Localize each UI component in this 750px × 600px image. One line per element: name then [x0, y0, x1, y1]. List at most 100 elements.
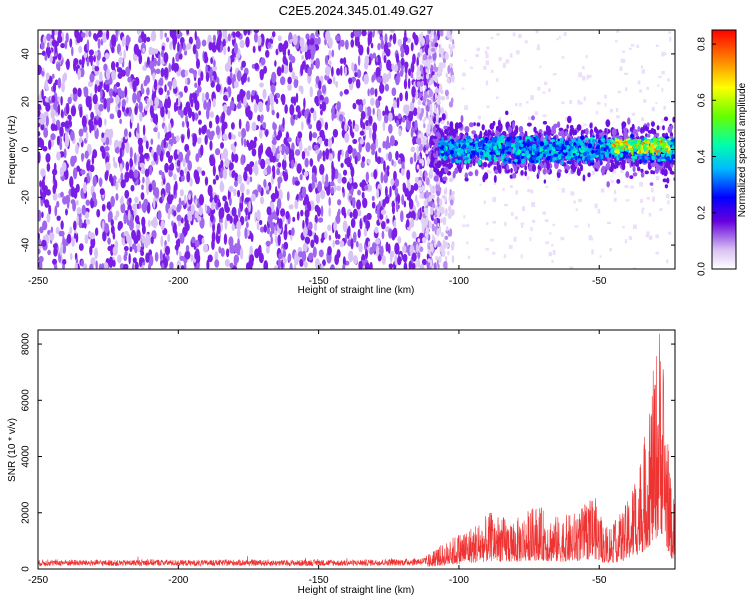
heatmap-cell: [424, 170, 427, 179]
heatmap-cell: [476, 122, 481, 127]
heatmap-cell: [246, 90, 251, 101]
heatmap-cell: [161, 171, 165, 180]
heatmap-cell: [139, 162, 145, 168]
heatmap-cell: [427, 30, 430, 35]
heatmap-cell: [203, 99, 208, 110]
heatmap-cell: [590, 238, 594, 241]
heatmap-cell: [487, 163, 491, 168]
heatmap-cell: [146, 56, 150, 66]
heatmap-cell: [227, 76, 232, 86]
heatmap-cell: [138, 101, 143, 113]
heatmap-cell: [301, 186, 307, 195]
heatmap-cell: [76, 36, 81, 44]
heatmap-cell: [342, 220, 348, 233]
heatmap-cell: [311, 172, 316, 184]
heatmap-cell: [485, 80, 489, 86]
heatmap-cell: [419, 34, 422, 41]
heatmap-cell: [328, 153, 334, 162]
heatmap-cell: [132, 262, 135, 269]
heatmap-cell: [389, 252, 393, 264]
heatmap-cell: [473, 133, 478, 139]
heatmap-cell: [222, 104, 228, 113]
heatmap-cell: [156, 60, 161, 67]
heatmap-cell: [281, 158, 287, 171]
heatmap-cell: [146, 97, 150, 109]
heatmap-cell: [419, 192, 423, 200]
heatmap-cell: [38, 131, 41, 137]
heatmap-cell: [444, 235, 449, 241]
heatmap-cell: [436, 94, 441, 102]
heatmap-cell: [513, 165, 518, 173]
heatmap-cell: [412, 107, 418, 117]
heatmap-cell: [372, 108, 375, 115]
heatmap-cell: [173, 210, 177, 217]
heatmap-cell: [90, 257, 96, 266]
heatmap-cell: [351, 62, 355, 72]
heatmap-cell: [646, 86, 650, 91]
heatmap-cell: [610, 162, 615, 170]
heatmap-cell: [248, 144, 251, 151]
heatmap-cell: [253, 30, 260, 34]
heatmap-cell: [229, 262, 234, 269]
heatmap-cell: [120, 179, 126, 189]
heatmap-cell: [145, 252, 150, 263]
heatmap-cell: [516, 50, 520, 55]
heatmap-cell: [232, 31, 236, 38]
heatmap-cell: [60, 109, 64, 118]
heatmap-cell: [448, 205, 452, 213]
heatmap-cell: [159, 30, 164, 40]
heatmap-cell: [139, 153, 145, 165]
heatmap-cell: [352, 196, 356, 209]
heatmap-cell: [60, 95, 63, 106]
heatmap-cell: [283, 154, 287, 161]
heatmap-cell: [451, 74, 455, 83]
heatmap-cell: [73, 232, 77, 239]
heatmap-cell: [482, 161, 488, 168]
heatmap-cell: [231, 151, 235, 163]
heatmap-cell: [445, 226, 449, 232]
heatmap-cell: [209, 190, 213, 203]
heatmap-cell: [587, 172, 591, 178]
heatmap-cell: [204, 134, 208, 145]
heatmap-cell: [295, 105, 301, 113]
heatmap-cell: [422, 227, 425, 234]
heatmap-cell: [277, 189, 283, 201]
heatmap-cell: [369, 87, 375, 96]
heatmap-cell: [361, 191, 365, 199]
heatmap-cell: [368, 36, 372, 43]
heatmap-cell: [296, 163, 302, 174]
heatmap-cell: [380, 221, 386, 230]
heatmap-cell: [69, 38, 73, 48]
heatmap-cell: [53, 247, 58, 257]
heatmap-cell: [648, 235, 653, 240]
heatmap-cell: [332, 75, 336, 85]
heatmap-cell: [282, 49, 287, 57]
heatmap-cell: [505, 110, 509, 116]
heatmap-cell: [436, 196, 440, 205]
heatmap-cell: [536, 47, 541, 51]
heatmap-cell: [383, 173, 389, 184]
heatmap-cell: [112, 246, 118, 256]
heatmap-cell: [591, 170, 596, 175]
heatmap-cell: [425, 189, 429, 199]
heatmap-cell: [179, 188, 184, 197]
heatmap-cell: [233, 80, 239, 88]
heatmap-cell: [279, 172, 283, 178]
heatmap-cell: [292, 216, 296, 223]
heatmap-cell: [69, 226, 73, 234]
heatmap-cell: [136, 49, 142, 57]
heatmap-cell: [446, 120, 450, 126]
heatmap-cell: [371, 242, 377, 253]
heatmap-cell: [353, 63, 358, 72]
heatmap-cell: [376, 188, 380, 199]
heatmap-cell: [163, 67, 169, 79]
heatmap-cell: [118, 57, 124, 65]
heatmap-cell: [581, 178, 584, 181]
heatmap-cell: [426, 141, 429, 148]
heatmap-cell: [646, 122, 650, 128]
heatmap-cell: [306, 237, 309, 245]
heatmap-cell: [643, 99, 647, 103]
heatmap-cell: [569, 128, 573, 137]
heatmap-cell: [197, 215, 202, 222]
heatmap-cell: [164, 162, 169, 173]
